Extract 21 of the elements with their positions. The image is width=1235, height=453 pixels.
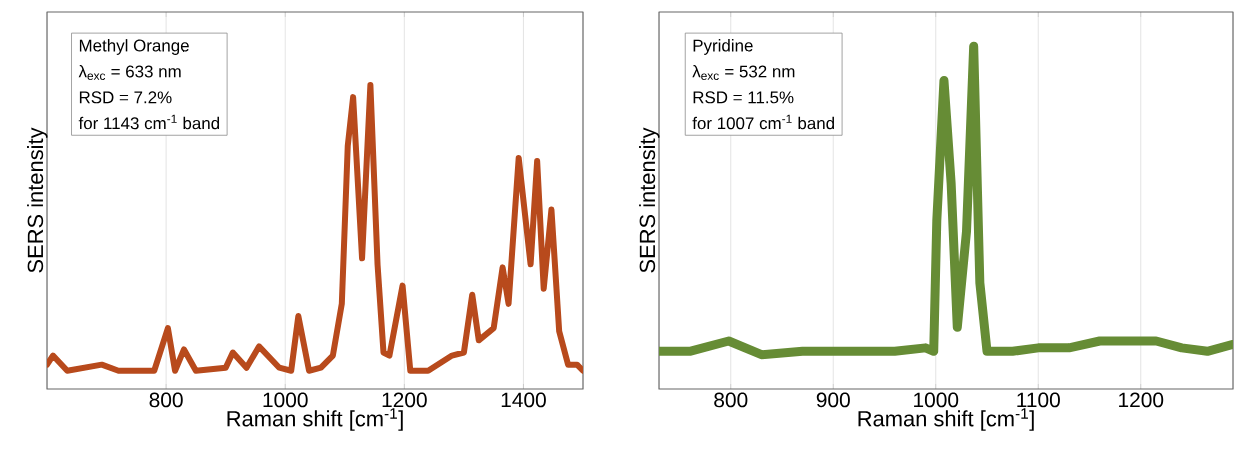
x-tick-label: 1200 [1119,392,1164,408]
annotation: for 1007 cm$^{-1}$ band [692,114,834,130]
x-tick-label: 1000 [263,392,308,408]
x-tick-label: 900 [816,392,850,408]
y-axis-title: SERS intensity [639,127,660,273]
annotation: λ$_{exc}$ = 532 nm [692,65,795,80]
x-tick-label: 800 [714,392,748,408]
annotation: for 1143 cm$^{-1}$ band [78,114,220,130]
x-tick-label: 1000 [914,392,959,408]
y-axis-title: SERS intensity [27,127,48,273]
annotation: Pyridine [693,39,753,55]
x-tick-label: 1200 [382,392,427,408]
annotation: RSD = 11.5% [693,91,794,104]
x-axis-title: Raman shift [cm$^{-1}$] [858,408,1034,431]
text: λ$_{exc}$ = 633 nm [78,65,181,80]
x-tick-label: 1100 [1017,392,1060,408]
x-tick-label: 800 [149,392,183,408]
text: Methyl Orange [79,39,189,55]
annotation: RSD = 7.2% [79,91,172,104]
x-tick-label: 1400 [501,392,546,408]
x-axis-title: Raman shift [cm$^{-1}$] [227,408,403,431]
